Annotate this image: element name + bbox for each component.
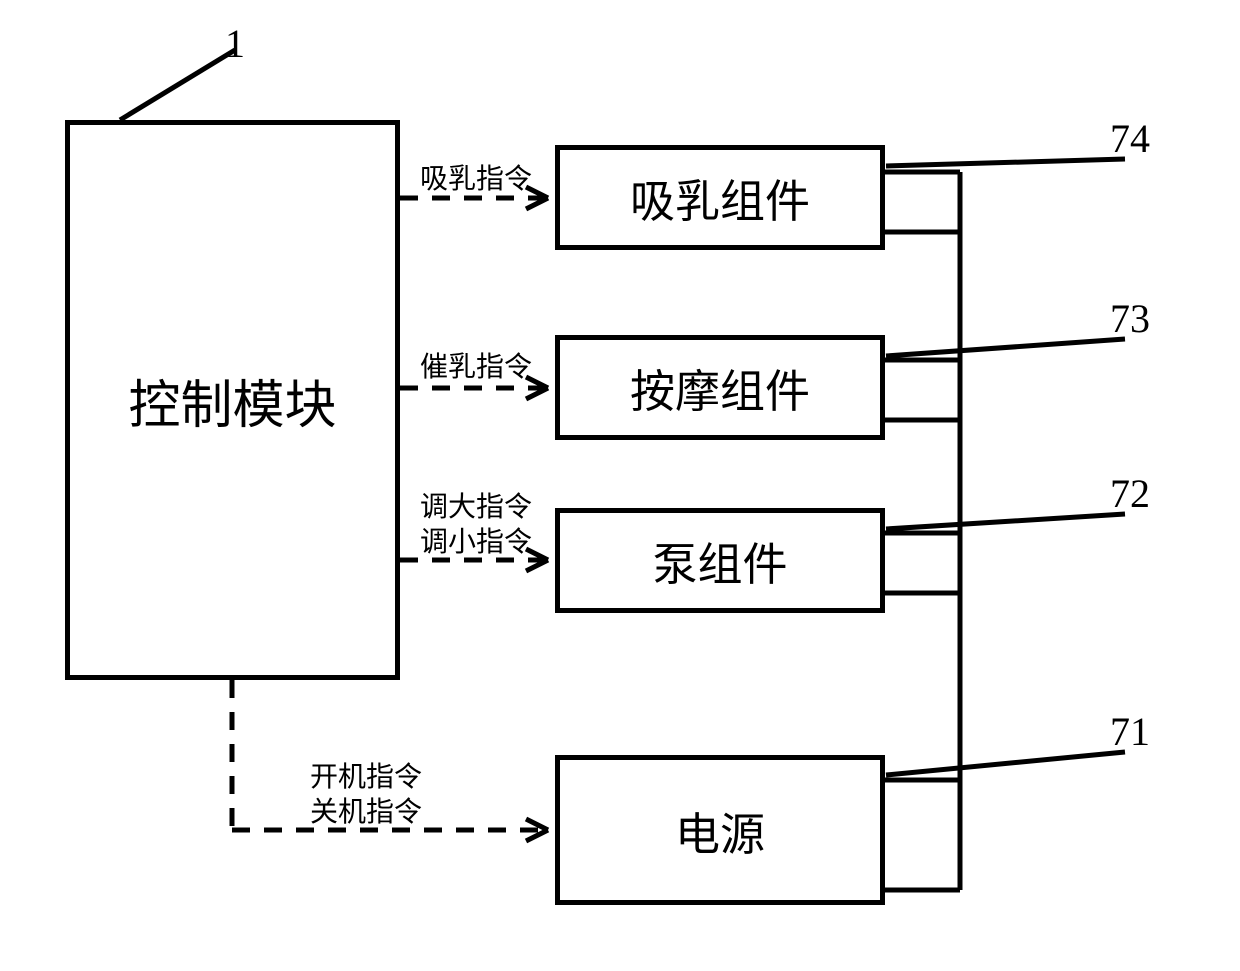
power-box: 电源 xyxy=(555,755,885,905)
control-module-label: 控制模块 xyxy=(128,363,336,438)
suction-command-label: 吸乳指令 xyxy=(420,162,532,197)
ref-number-71: 71 xyxy=(1110,708,1150,755)
pump-command-labels: 调大指令调小指令 xyxy=(420,490,532,560)
power-command-labels: 开机指令关机指令 xyxy=(310,760,422,830)
ref-number-1: 1 xyxy=(225,20,245,67)
ref-number-72: 72 xyxy=(1110,470,1150,517)
massage-component-label: 按摩组件 xyxy=(630,355,810,420)
pump-component-box: 泵组件 xyxy=(555,508,885,613)
massage-component-box: 按摩组件 xyxy=(555,335,885,440)
pump-component-label: 泵组件 xyxy=(652,528,787,593)
ref-number-73: 73 xyxy=(1110,295,1150,342)
ref-number-74: 74 xyxy=(1110,115,1150,162)
lactation-command-label: 催乳指令 xyxy=(420,350,532,385)
control-module-box: 控制模块 xyxy=(65,120,400,680)
power-label: 电源 xyxy=(675,798,765,863)
suction-component-box: 吸乳组件 xyxy=(555,145,885,250)
suction-component-label: 吸乳组件 xyxy=(630,165,810,230)
